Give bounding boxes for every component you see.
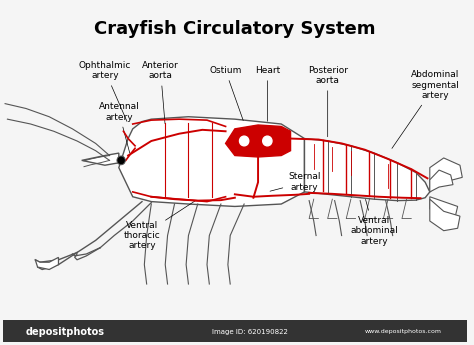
Text: Ventral
abdominal
artery: Ventral abdominal artery [350,199,398,246]
Polygon shape [35,257,58,269]
Circle shape [117,156,125,165]
Polygon shape [119,117,304,206]
Polygon shape [82,153,119,165]
Text: Crayfish Circulatory System: Crayfish Circulatory System [94,20,375,38]
Text: Posterior
aorta: Posterior aorta [308,66,348,137]
Text: Ventral
thoracic
artery: Ventral thoracic artery [124,201,195,250]
Text: www.depositphotos.com: www.depositphotos.com [365,329,442,334]
Circle shape [263,136,272,146]
Text: Sternal
artery: Sternal artery [270,172,321,192]
Polygon shape [430,158,462,192]
Text: Heart: Heart [255,66,280,121]
Polygon shape [226,125,291,157]
Text: Abdominal
segmental
artery: Abdominal segmental artery [392,70,460,148]
Text: Ophthalmic
artery: Ophthalmic artery [79,61,131,121]
Text: Antennal
artery: Antennal artery [99,102,139,153]
Polygon shape [430,170,453,192]
Polygon shape [430,197,457,219]
Polygon shape [304,139,430,201]
Text: depositphotos: depositphotos [26,327,105,337]
Polygon shape [430,199,460,231]
Text: Image ID: 620190822: Image ID: 620190822 [212,328,288,335]
Text: Ostium: Ostium [210,66,243,120]
Text: Anterior
aorta: Anterior aorta [142,61,179,124]
Circle shape [239,136,249,146]
Bar [3,321,467,342]
